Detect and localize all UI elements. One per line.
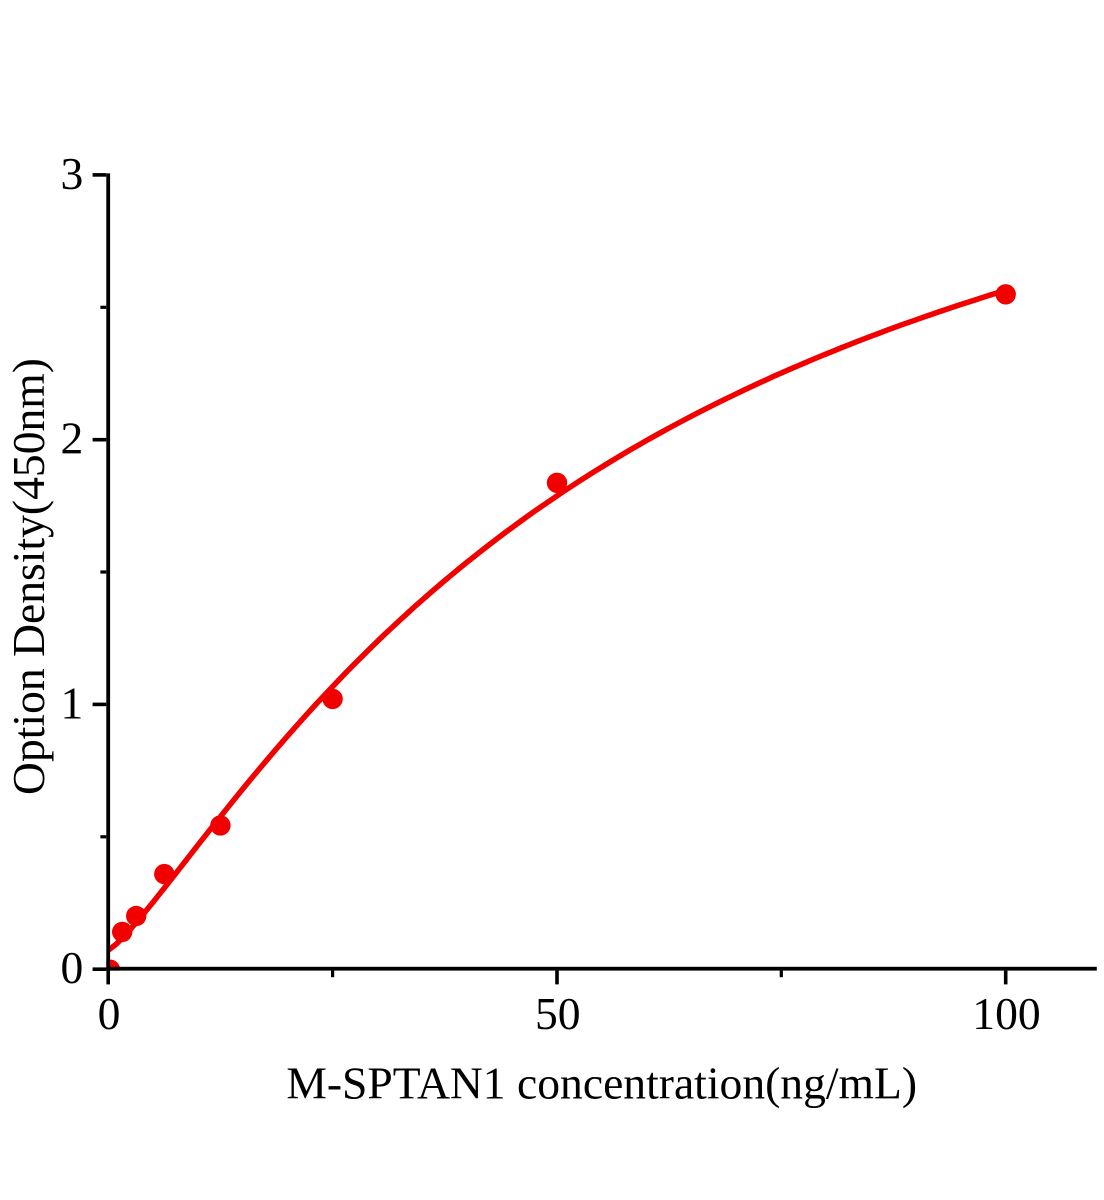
svg-text:M-SPTAN1 concentration(ng/mL): M-SPTAN1 concentration(ng/mL) <box>286 1058 917 1109</box>
svg-text:0: 0 <box>61 942 84 993</box>
svg-text:2: 2 <box>61 413 84 464</box>
svg-text:0: 0 <box>98 988 121 1039</box>
svg-text:50: 50 <box>535 988 581 1039</box>
svg-text:3: 3 <box>61 148 84 199</box>
svg-text:1: 1 <box>61 677 84 728</box>
svg-text:100: 100 <box>972 988 1040 1039</box>
svg-text:Option Density(450nm): Option Density(450nm) <box>3 358 54 795</box>
